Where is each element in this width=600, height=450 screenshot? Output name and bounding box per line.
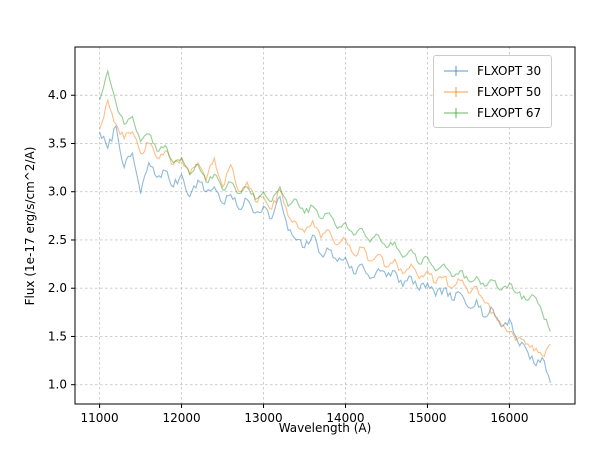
x-tick-label: 15000 bbox=[408, 411, 446, 425]
x-tick-label: 12000 bbox=[162, 411, 200, 425]
legend-item-flxopt-50: FLXOPT 50 bbox=[442, 82, 541, 101]
y-axis-label: Flux (1e-17 erg/s/cm^2/A) bbox=[23, 146, 37, 306]
x-tick-label: 16000 bbox=[490, 411, 528, 425]
y-tick-label: 3.0 bbox=[48, 185, 67, 199]
errorbar-swatch-icon bbox=[444, 107, 468, 118]
x-tick-label: 11000 bbox=[80, 411, 118, 425]
legend: FLXOPT 30 FLXOPT 50 FLXOPT 67 bbox=[433, 55, 553, 128]
axes-frame bbox=[74, 46, 576, 405]
grid-lines bbox=[75, 47, 575, 404]
y-tick-label: 2.5 bbox=[48, 233, 67, 247]
axis-ticks bbox=[71, 94, 510, 408]
legend-item-flxopt-67: FLXOPT 67 bbox=[442, 103, 541, 122]
x-tick-label: 14000 bbox=[326, 411, 364, 425]
y-tick-label: 3.5 bbox=[48, 136, 67, 150]
errorbar-swatch-icon bbox=[444, 65, 468, 76]
y-tick-label: 2.0 bbox=[48, 281, 67, 295]
legend-label: FLXOPT 30 bbox=[477, 63, 542, 78]
legend-label: FLXOPT 67 bbox=[477, 105, 542, 120]
x-tick-label: 13000 bbox=[244, 411, 282, 425]
series-lines bbox=[99, 68, 551, 383]
legend-item-flxopt-30: FLXOPT 30 bbox=[442, 61, 541, 80]
y-tick-label: 1.5 bbox=[48, 329, 67, 343]
legend-label: FLXOPT 50 bbox=[477, 84, 542, 99]
y-tick-label: 1.0 bbox=[48, 378, 67, 392]
errorbar-swatch-icon bbox=[444, 86, 468, 97]
tick-labels: 11000 12000 13000 14000 15000 16000 1.0 1.5 2.0 2… bbox=[48, 88, 529, 425]
series-line-flxopt-30 bbox=[99, 124, 551, 383]
series-line-flxopt-50 bbox=[99, 98, 551, 357]
series-line-flxopt-67 bbox=[99, 68, 551, 332]
y-tick-label: 4.0 bbox=[48, 88, 67, 102]
x-axis-label: Wavelength (A) bbox=[278, 421, 372, 435]
